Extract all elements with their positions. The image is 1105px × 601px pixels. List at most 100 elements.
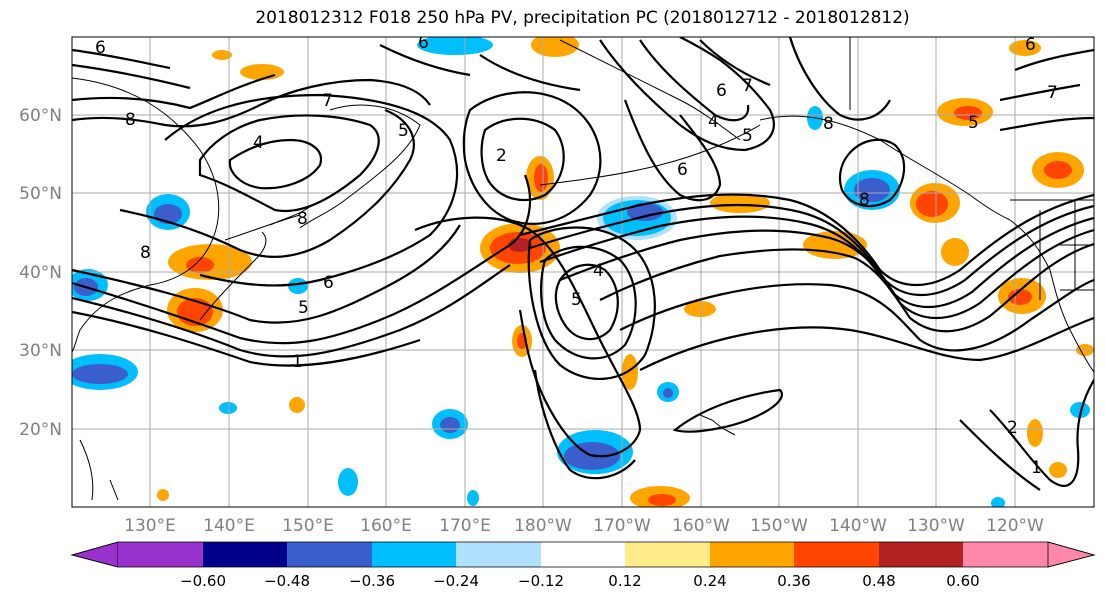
pv-contour [599,242,1094,333]
anomaly-patch [240,64,284,80]
contour-label: 7 [1047,83,1058,103]
pv-contour [519,193,1094,287]
anomaly-patch [1009,40,1041,56]
anomaly-patch [627,203,663,221]
anomaly-patch [1008,289,1032,305]
colorbar-tick-label: 0.48 [862,572,895,590]
colorbar-tick-label: −0.36 [349,572,395,590]
asia-coastline [72,77,220,353]
pv-contour [228,138,323,190]
kuril-chain [224,214,301,241]
north-america-coastline [1009,219,1094,373]
hawaii-islands [699,414,736,436]
pv-contour [72,310,421,367]
lon-label: 150°E [282,516,334,536]
pv-contour [623,99,722,202]
anomaly-patch [212,50,232,60]
colorbar: −0.60 −0.48 −0.36 −0.24 −0.12 0.12 0.24 … [70,541,1096,590]
anomaly-patch [289,397,305,413]
contour-label: 6 [1025,35,1036,55]
anomaly-patch [1044,161,1072,179]
anomaly-patch [157,489,169,501]
anomaly-patch [941,238,969,266]
contour-label: 4 [593,261,604,281]
contour-label: 5 [742,126,753,146]
kamchatka-coastline [299,104,421,229]
pv-contour [462,91,602,225]
contour-label: 1 [292,352,303,372]
pv-contour [599,37,775,152]
colorbar-extend-high [1047,541,1096,568]
pv-contour [533,369,636,480]
pv-contour [72,174,532,345]
contour-labels: 6 8 7 4 8 6 8 5 6 5 1 2 5 4 6 7 6 4 5 8 … [95,33,1058,478]
lon-label: 170°W [593,516,651,536]
contour-label: 6 [418,33,429,53]
anomaly-patch [72,364,128,384]
lon-label: 160°W [672,516,730,536]
plot-title: 2018012312 F018 250 hPa PV, precipitatio… [255,8,910,28]
lon-label: 130°W [907,516,965,536]
canada-border [849,37,1094,201]
contour-label: 8 [140,243,151,263]
contour-label: 2 [496,146,507,166]
philippine-islands [79,439,119,501]
anomaly-patch [991,497,1005,507]
pv-contour [559,228,1094,320]
anomaly-patch [684,301,716,317]
contour-label: 5 [968,113,979,133]
pv-contour [72,73,276,110]
contour-label: 8 [125,110,136,130]
anomaly-patch [186,257,214,273]
anomaly-patch [1027,419,1043,447]
anomaly-patch [916,191,948,217]
colorbar-swatch [879,542,963,567]
anomaly-patch [467,490,479,506]
pv-contour [72,48,171,70]
map-panel: 6 8 7 4 8 6 8 5 6 5 1 2 5 4 6 7 6 4 5 8 … [72,33,1094,507]
lon-label: 170°E [439,516,491,536]
lon-label: 160°E [360,516,412,536]
contour-label: 6 [716,81,727,101]
anomaly-patch [440,417,460,433]
pv-contour [164,93,459,287]
colorbar-tick-label: −0.48 [264,572,310,590]
lat-label: 60°N [19,106,62,126]
latitude-labels: 60°N 50°N 40°N 30°N 20°N [19,106,62,440]
colorbar-tick-label: 0.36 [777,572,810,590]
lat-label: 20°N [19,420,62,440]
pv-contour [788,37,891,121]
contour-label: 6 [677,160,688,180]
map-frame [71,36,1095,508]
pv-contour [959,419,1041,491]
pv-contour [838,138,906,208]
anomaly-patch [288,278,308,294]
colorbar-swatch [203,542,287,567]
contour-label: 7 [742,76,753,96]
anomaly-patch [338,468,358,496]
anomaly-patch [534,164,548,192]
lon-label: 140°W [829,516,887,536]
aleutian-chain [539,124,761,186]
colorbar-swatch [710,542,794,567]
lat-label: 50°N [19,184,62,204]
pv-contour [414,216,642,458]
anomaly-patch [663,388,673,398]
contour-label: 6 [323,273,334,293]
pv-contour [672,388,783,433]
pv-contour [529,203,1094,297]
contour-label: 2 [1007,418,1018,438]
alaska-coastline [559,39,1011,221]
lat-label: 30°N [19,341,62,361]
pv-contour [480,117,565,202]
pv-contour [699,39,771,87]
colorbar-tick-label: 0.24 [693,572,726,590]
pv-contour [379,44,471,77]
pv-contour [527,226,656,381]
lon-label: 180°W [514,516,572,536]
contour-label: 8 [859,190,870,210]
pv-contour [540,245,637,360]
lon-label: 150°W [750,516,808,536]
contour-label: 1 [1031,458,1042,478]
anomaly-patch [417,37,493,55]
